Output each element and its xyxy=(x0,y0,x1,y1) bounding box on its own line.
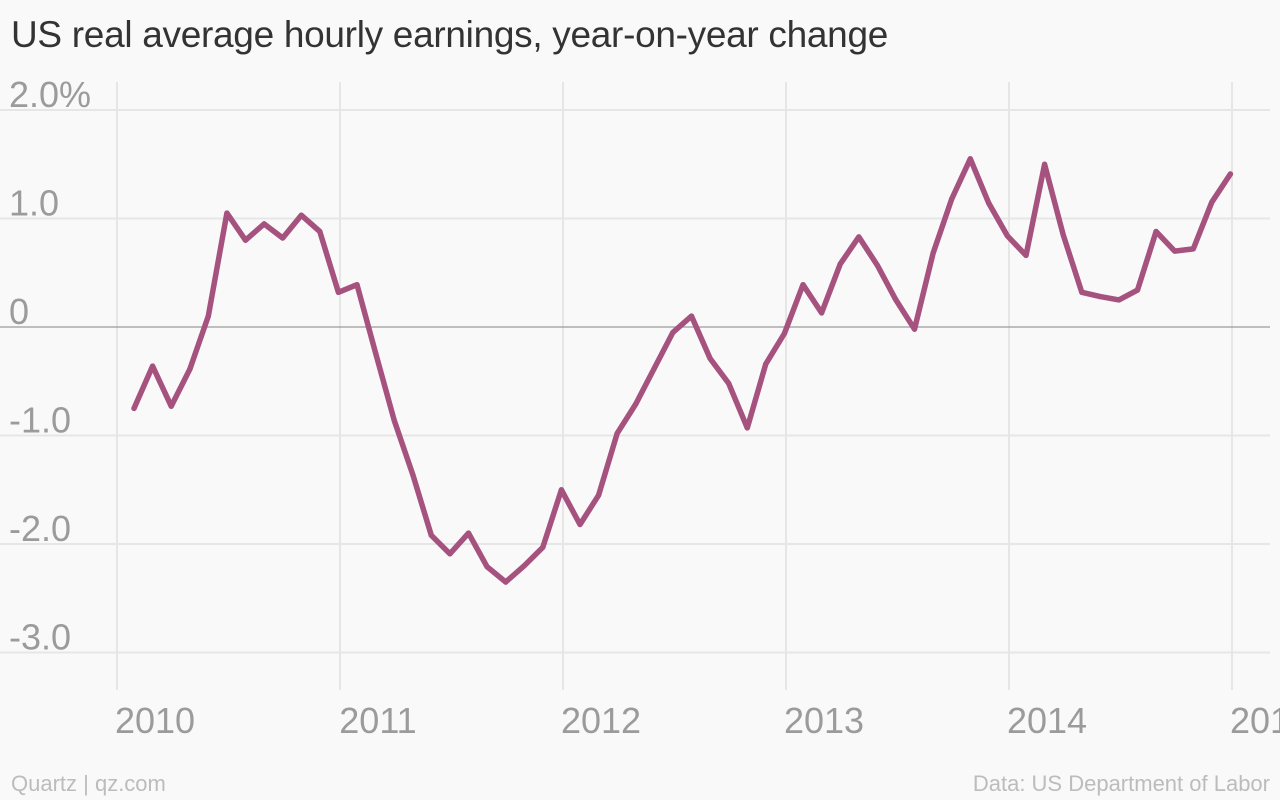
x-tick-label: 2015 xyxy=(1230,700,1280,741)
data-point xyxy=(484,564,490,570)
data-point xyxy=(670,329,676,336)
data-point xyxy=(781,330,788,337)
source-label: Data: US Department of Labor xyxy=(972,771,1270,796)
y-axis-ticks: 2.0% 1.0 0 -1.0 -2.0 -3.0 xyxy=(9,74,91,658)
data-point xyxy=(893,297,899,303)
data-point xyxy=(354,282,360,288)
data-point xyxy=(763,361,769,367)
data-point xyxy=(521,563,527,569)
data-point xyxy=(986,200,992,206)
data-point xyxy=(707,355,713,362)
data-point xyxy=(149,363,156,369)
y-tick-label: 0 xyxy=(9,291,29,332)
data-point xyxy=(800,282,806,288)
y-tick-label: -3.0 xyxy=(9,617,71,658)
data-point xyxy=(614,430,620,436)
data-point xyxy=(410,471,416,478)
data-point xyxy=(261,221,267,227)
y-tick-label: -1.0 xyxy=(9,400,71,441)
data-point xyxy=(818,310,825,316)
x-axis-ticks: 2010 2011 2012 2013 2014 2015 xyxy=(115,700,1280,741)
data-point xyxy=(874,262,880,268)
data-point xyxy=(1041,161,1048,167)
data-point xyxy=(280,235,286,241)
gridlines xyxy=(0,82,1270,690)
chart-title: US real average hourly earnings, year-on… xyxy=(11,14,889,55)
data-point xyxy=(1134,287,1141,293)
data-point xyxy=(224,210,230,216)
data-point xyxy=(1209,199,1215,205)
data-point xyxy=(540,544,546,550)
data-point xyxy=(131,405,137,411)
data-point xyxy=(558,487,565,493)
y-tick-label: -2.0 xyxy=(9,508,71,549)
data-point xyxy=(967,156,973,162)
data-point xyxy=(1023,252,1029,258)
data-point xyxy=(1172,248,1178,254)
data-point xyxy=(1004,233,1011,239)
data-point xyxy=(187,366,193,372)
x-tick-label: 2014 xyxy=(1007,700,1087,741)
data-point xyxy=(949,196,955,202)
data-point xyxy=(372,350,379,356)
data-point xyxy=(595,492,602,498)
data-series xyxy=(131,156,1234,585)
x-tick-label: 2013 xyxy=(784,700,864,741)
data-point xyxy=(335,289,342,295)
credit-label: Quartz | qz.com xyxy=(11,771,166,796)
data-point xyxy=(911,326,918,332)
data-point xyxy=(744,425,750,431)
data-point xyxy=(1190,246,1196,252)
data-point xyxy=(1079,289,1085,295)
data-point xyxy=(633,401,639,407)
data-point xyxy=(391,417,397,423)
data-point xyxy=(1060,232,1066,238)
x-tick-label: 2012 xyxy=(561,700,641,741)
series-line xyxy=(131,156,1234,585)
data-point xyxy=(856,234,862,240)
data-point xyxy=(1097,294,1103,300)
data-point xyxy=(465,530,472,536)
y-tick-label: 1.0 xyxy=(9,183,59,224)
data-point xyxy=(428,532,434,538)
data-point xyxy=(242,237,249,243)
data-point xyxy=(577,521,583,528)
data-point xyxy=(688,313,695,319)
data-point xyxy=(930,250,936,256)
data-point xyxy=(298,212,304,218)
data-point xyxy=(837,261,843,267)
data-point xyxy=(1227,171,1234,177)
data-point xyxy=(503,579,509,585)
data-point xyxy=(1153,228,1159,235)
data-point xyxy=(205,313,211,319)
data-point xyxy=(168,403,174,409)
y-tick-label: 2.0% xyxy=(9,74,91,115)
x-tick-label: 2011 xyxy=(339,700,416,741)
data-point xyxy=(317,228,323,235)
data-point xyxy=(1116,297,1122,303)
data-point xyxy=(651,365,657,371)
data-point xyxy=(447,551,453,557)
data-point xyxy=(726,380,732,387)
x-tick-label: 2010 xyxy=(115,700,195,741)
